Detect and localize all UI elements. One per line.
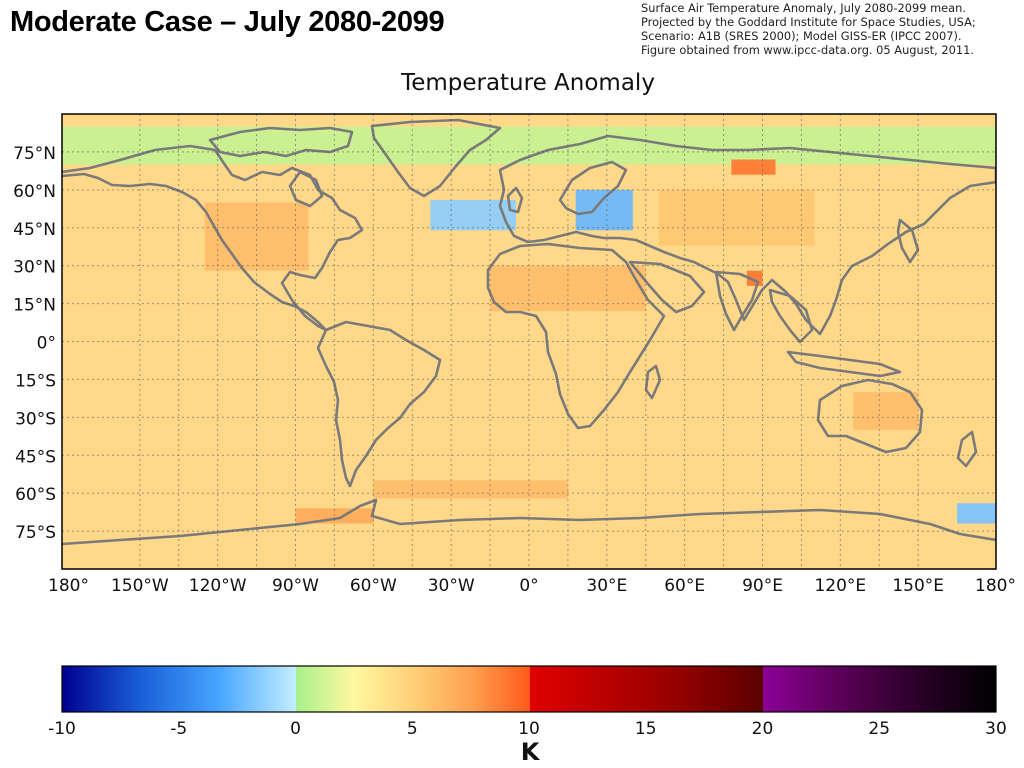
longitude-label: 0°: [519, 576, 538, 596]
latitude-labels: 75°N 60°N 45°N 30°N 15°N 0° 15°S 30°S 45°S 60°S 75…: [13, 144, 56, 543]
coast-europe-asia: [498, 134, 996, 336]
colorbar-tick-label: -5: [170, 719, 187, 739]
latitude-label: 15°N: [13, 296, 56, 316]
colorbar-unit: K: [520, 738, 540, 766]
colorbar-tick-label: 10: [518, 719, 540, 739]
coast-greenland: [370, 118, 502, 198]
latitude-label: 75°N: [13, 144, 56, 164]
source-line: Figure obtained from www.ipcc-data.org. …: [641, 43, 974, 57]
latitude-label: 75°S: [15, 523, 56, 543]
anomaly-region: [853, 392, 919, 430]
map-frame: [61, 113, 997, 570]
coast-canadian-arctic: [208, 126, 354, 158]
coast-japan: [896, 218, 920, 264]
colorbar-tick-label: 15: [635, 719, 657, 739]
colorbar-segment-10-20: [530, 666, 763, 712]
map-title: Temperature Anomaly: [401, 70, 655, 96]
longitude-label: 90°W: [272, 576, 319, 596]
latitude-label: 30°N: [13, 258, 56, 278]
coast-arabia: [628, 260, 706, 314]
source-line: Surface Air Temperature Anomaly, July 20…: [641, 1, 966, 15]
latitude-label: 60°N: [13, 182, 56, 202]
colorbar-tick-label: 0: [290, 719, 301, 739]
coast-madagascar: [644, 364, 662, 400]
source-line: Scenario: A1B (SRES 2000); Model GISS-ER…: [641, 29, 962, 43]
coast-india: [714, 270, 760, 332]
coast-antarctica: [62, 498, 996, 546]
anomaly-region: [731, 159, 776, 175]
colorbar-tick-label: 30: [985, 719, 1007, 739]
colorbar-tick-label: 20: [752, 719, 774, 739]
coast-south-america: [316, 320, 442, 488]
slide-title: Moderate Case – July 2080-2099: [10, 6, 445, 38]
coast-scandinavia: [558, 160, 628, 216]
graticule: [62, 114, 996, 569]
longitude-label: 90°E: [742, 576, 783, 596]
latitude-label: 60°S: [15, 485, 56, 505]
longitude-label: 120°E: [814, 576, 866, 596]
coast-uk: [506, 186, 524, 214]
longitude-label: 150°E: [892, 576, 944, 596]
source-line: Projected by the Goddard Institute for S…: [641, 15, 976, 29]
source-note: Surface Air Temperature Anomaly, July 20…: [641, 1, 976, 57]
coast-hudson: [288, 170, 324, 208]
colorbar-tick-label: -10: [48, 719, 76, 739]
longitude-label: 120°W: [189, 576, 247, 596]
colorbar: -10 -5 0 5 10 15 20 25 30: [48, 665, 1007, 739]
colorbar-segment-20-30: [763, 666, 996, 712]
coast-africa: [486, 242, 666, 430]
anomaly-region: [957, 503, 996, 524]
latitude-label: 0°: [37, 334, 56, 354]
anomaly-region: [575, 189, 633, 231]
latitude-label: 15°S: [15, 371, 56, 391]
longitude-label: 60°W: [350, 576, 397, 596]
colorbar-segment-0-10: [296, 666, 530, 712]
longitude-label: 180°: [48, 576, 89, 596]
longitude-labels: 180° 150°W 120°W 90°W 60°W 30°W 0° 30°E 60°E 90°E…: [48, 576, 1016, 596]
anomaly-region: [373, 480, 568, 499]
longitude-label: 180°: [975, 576, 1016, 596]
anomaly-field: [62, 114, 996, 569]
colorbar-tick-label: 25: [868, 719, 890, 739]
colorbar-segment-negative: [62, 666, 296, 712]
longitude-label: 60°E: [664, 576, 705, 596]
latitude-label: 45°S: [15, 447, 56, 467]
coastlines: [62, 118, 996, 546]
coast-north-america: [62, 144, 364, 332]
coast-indonesia: [786, 350, 902, 378]
coast-australia: [816, 378, 924, 454]
longitude-label: 30°E: [586, 576, 627, 596]
anomaly-region: [430, 199, 517, 231]
colorbar-tick-label: 5: [407, 719, 418, 739]
coast-southeast-asia: [768, 288, 814, 344]
colorbar-tick-labels: -10 -5 0 5 10 15 20 25 30: [48, 719, 1007, 739]
latitude-label: 45°N: [13, 220, 56, 240]
longitude-label: 150°W: [111, 576, 169, 596]
latitude-label: 30°S: [15, 409, 56, 429]
anomaly-region: [658, 189, 815, 246]
longitude-label: 30°W: [428, 576, 475, 596]
colorbar-frame: [61, 665, 997, 713]
